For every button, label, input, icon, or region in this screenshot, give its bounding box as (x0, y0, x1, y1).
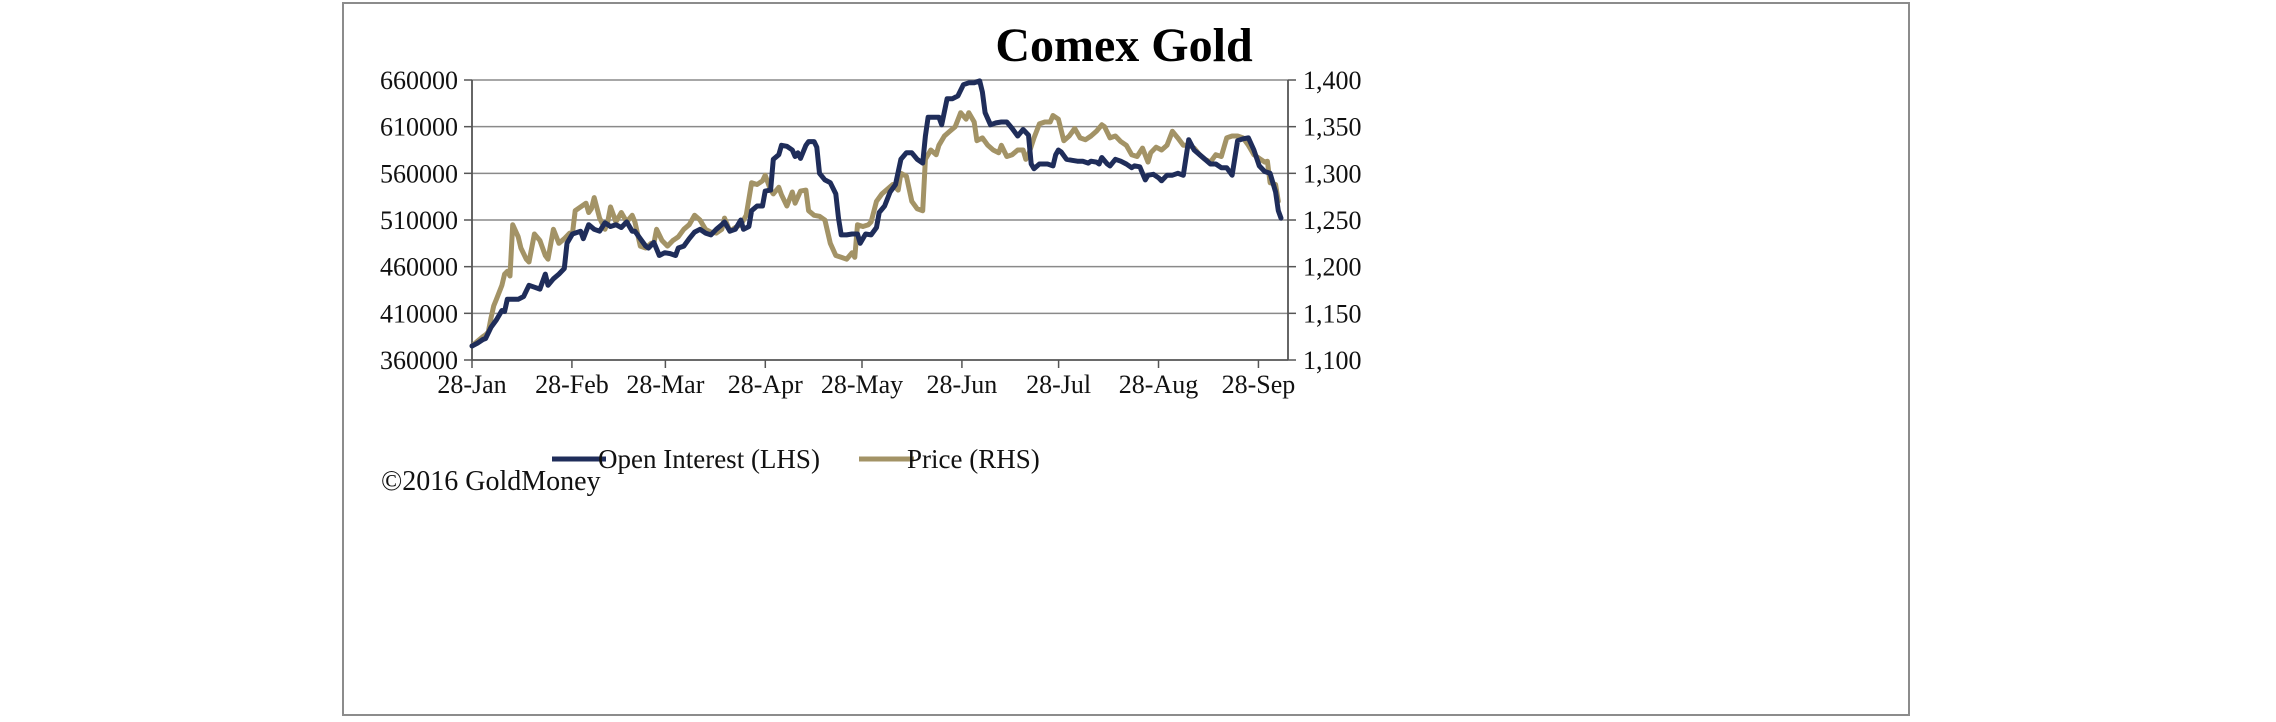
right-tick-label: 1,100 (1303, 346, 1362, 375)
axes: 660000 610000 560000 510000 460000 410000 3600… (380, 66, 1362, 399)
series-line-open-interest (469, 78, 1284, 349)
left-tick-label: 360000 (380, 346, 458, 375)
left-tick-label: 410000 (380, 299, 458, 328)
x-tick-label: 28-Aug (1119, 370, 1198, 399)
legend: Open Interest (LHS) Price (RHS) (552, 444, 1040, 474)
x-tick-label: 28-Apr (728, 370, 803, 399)
legend-label-price: Price (RHS) (907, 444, 1040, 474)
series-line-price (469, 110, 1281, 349)
x-tick-label: 28-Jan (437, 370, 506, 399)
x-tick-label: 28-Mar (626, 370, 704, 399)
chart-frame: Comex Gold 660000 610000 560000 510000 46000… (342, 2, 1910, 716)
right-tick-label: 1,350 (1303, 113, 1362, 142)
right-tick-label: 1,250 (1303, 206, 1362, 235)
x-tick-label: 28-Feb (535, 370, 609, 399)
right-tick-label: 1,200 (1303, 253, 1362, 282)
x-tick-label: 28-Sep (1222, 370, 1296, 399)
left-tick-label: 460000 (380, 253, 458, 282)
x-tick-label: 28-Jun (927, 370, 998, 399)
chart-svg: Comex Gold 660000 610000 560000 510000 46000… (380, 19, 1362, 497)
right-tick-label: 1,300 (1303, 159, 1362, 188)
x-tick-label: 28-May (821, 370, 903, 399)
left-tick-label: 510000 (380, 206, 458, 235)
copyright-credit: ©2016 GoldMoney (381, 466, 601, 497)
left-tick-label: 660000 (380, 66, 458, 95)
legend-label-open-interest: Open Interest (LHS) (598, 444, 820, 474)
x-tick-label: 28-Jul (1026, 370, 1091, 399)
chart-title: Comex Gold (995, 19, 1253, 72)
left-tick-label: 560000 (380, 159, 458, 188)
right-tick-label: 1,400 (1303, 66, 1362, 95)
series-lines (469, 78, 1284, 349)
left-tick-label: 610000 (380, 113, 458, 142)
right-tick-label: 1,150 (1303, 299, 1362, 328)
